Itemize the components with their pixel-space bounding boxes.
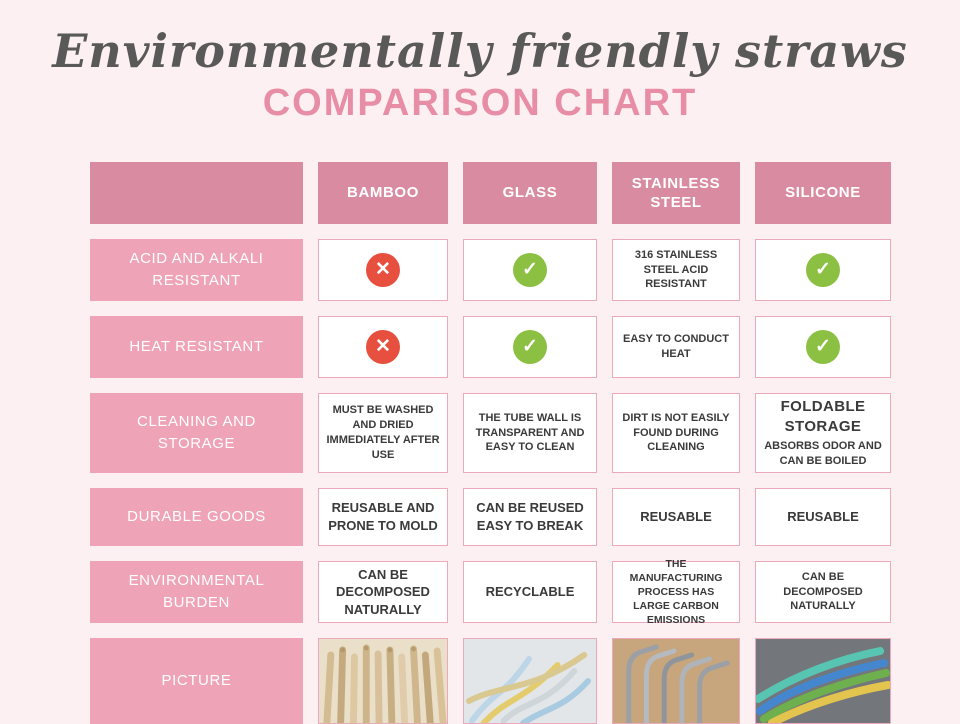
silicone-straws-graphic [756, 639, 890, 723]
page-subtitle: COMPARISON CHART [262, 82, 698, 124]
cell-acid-silicone: ✓ [755, 239, 891, 301]
silicone-straws-image [755, 638, 891, 724]
cell-text: EASY TO CONDUCT HEAT [623, 333, 729, 360]
bamboo-straws-image [318, 638, 448, 724]
column-header-stainless-steel: STAINLESS STEEL [612, 162, 740, 224]
cell-durable-silicone: REUSABLE [755, 488, 891, 546]
cell-text: REUSABLE [787, 509, 859, 525]
cell-environment-stainless: THE MANUFACTURING PROCESS HAS LARGE CARB… [612, 558, 740, 626]
check-icon: ✓ [513, 253, 547, 287]
cell-text: RECYCLABLE [485, 584, 575, 600]
cell-text: ABSORBS ODOR AND CAN BE BOILED [764, 440, 882, 468]
cell-text: 316 STAINLESS STEEL ACID RESISTANT [634, 248, 718, 291]
row-label-environmental-burden: ENVIRONMENTAL BURDEN [90, 561, 303, 623]
cell-text: REUSABLE [640, 509, 712, 525]
cross-icon: ✕ [366, 330, 400, 364]
cell-cleaning-glass: THE TUBE WALL IS TRANSPARENT AND EASY TO… [463, 393, 597, 473]
cell-acid-bamboo: ✕ [318, 239, 448, 301]
row-label-acid-alkali-resistant: ACID AND ALKALI RESISTANT [90, 239, 303, 301]
cell-heat-stainless: EASY TO CONDUCT HEAT [612, 316, 740, 378]
comparison-table: BAMBOO GLASS STAINLESS STEEL SILICONE AC… [90, 162, 891, 724]
cell-text: DIRT IS NOT EASILY FOUND DURING CLEANING [622, 411, 730, 454]
cell-environment-bamboo: CAN BE DECOMPOSED NATURALLY [318, 561, 448, 623]
cell-heat-bamboo: ✕ [318, 316, 448, 378]
cell-durable-glass: CAN BE REUSED EASY TO BREAK [463, 488, 597, 546]
check-icon: ✓ [513, 330, 547, 364]
cell-environment-silicone: CAN BE DECOMPOSED NATURALLY [755, 561, 891, 623]
cell-durable-bamboo: REUSABLE AND PRONE TO MOLD [318, 488, 448, 546]
cell-text: CAN BE DECOMPOSED NATURALLY [336, 566, 430, 617]
cell-cleaning-silicone: FOLDABLE STORAGE ABSORBS ODOR AND CAN BE… [755, 393, 891, 473]
bamboo-straws-graphic [319, 639, 447, 723]
cell-text: MUST BE WASHED AND DRIED IMMEDIATELY AFT… [326, 404, 440, 461]
cell-heat-silicone: ✓ [755, 316, 891, 378]
table-corner-cell [90, 162, 303, 224]
column-header-silicone: SILICONE [755, 162, 891, 224]
glass-straws-image [463, 638, 597, 724]
cell-environment-glass: RECYCLABLE [463, 561, 597, 623]
cell-durable-stainless: REUSABLE [612, 488, 740, 546]
cell-heading: FOLDABLE STORAGE [780, 397, 866, 436]
cell-text: CAN BE REUSED EASY TO BREAK [476, 500, 584, 533]
glass-straws-graphic [464, 639, 596, 723]
row-label-picture: PICTURE [90, 638, 303, 724]
row-label-durable-goods: DURABLE GOODS [90, 488, 303, 546]
column-header-bamboo: BAMBOO [318, 162, 448, 224]
cell-cleaning-bamboo: MUST BE WASHED AND DRIED IMMEDIATELY AFT… [318, 393, 448, 473]
cell-text: THE TUBE WALL IS TRANSPARENT AND EASY TO… [475, 411, 585, 454]
cell-acid-glass: ✓ [463, 239, 597, 301]
cell-heat-glass: ✓ [463, 316, 597, 378]
cell-text: THE MANUFACTURING PROCESS HAS LARGE CARB… [629, 557, 723, 627]
cell-acid-stainless: 316 STAINLESS STEEL ACID RESISTANT [612, 239, 740, 301]
cell-text: CAN BE DECOMPOSED NATURALLY [783, 570, 863, 613]
page-title: Environmentally friendly straws [52, 24, 908, 78]
cell-text: REUSABLE AND PRONE TO MOLD [328, 500, 438, 533]
check-icon: ✓ [806, 330, 840, 364]
row-label-cleaning-storage: CLEANING AND STORAGE [90, 393, 303, 473]
cross-icon: ✕ [366, 253, 400, 287]
check-icon: ✓ [806, 253, 840, 287]
stainless-steel-straws-graphic [613, 639, 739, 723]
stainless-steel-straws-image [612, 638, 740, 724]
column-header-glass: GLASS [463, 162, 597, 224]
cell-cleaning-stainless: DIRT IS NOT EASILY FOUND DURING CLEANING [612, 393, 740, 473]
row-label-heat-resistant: HEAT RESISTANT [90, 316, 303, 378]
